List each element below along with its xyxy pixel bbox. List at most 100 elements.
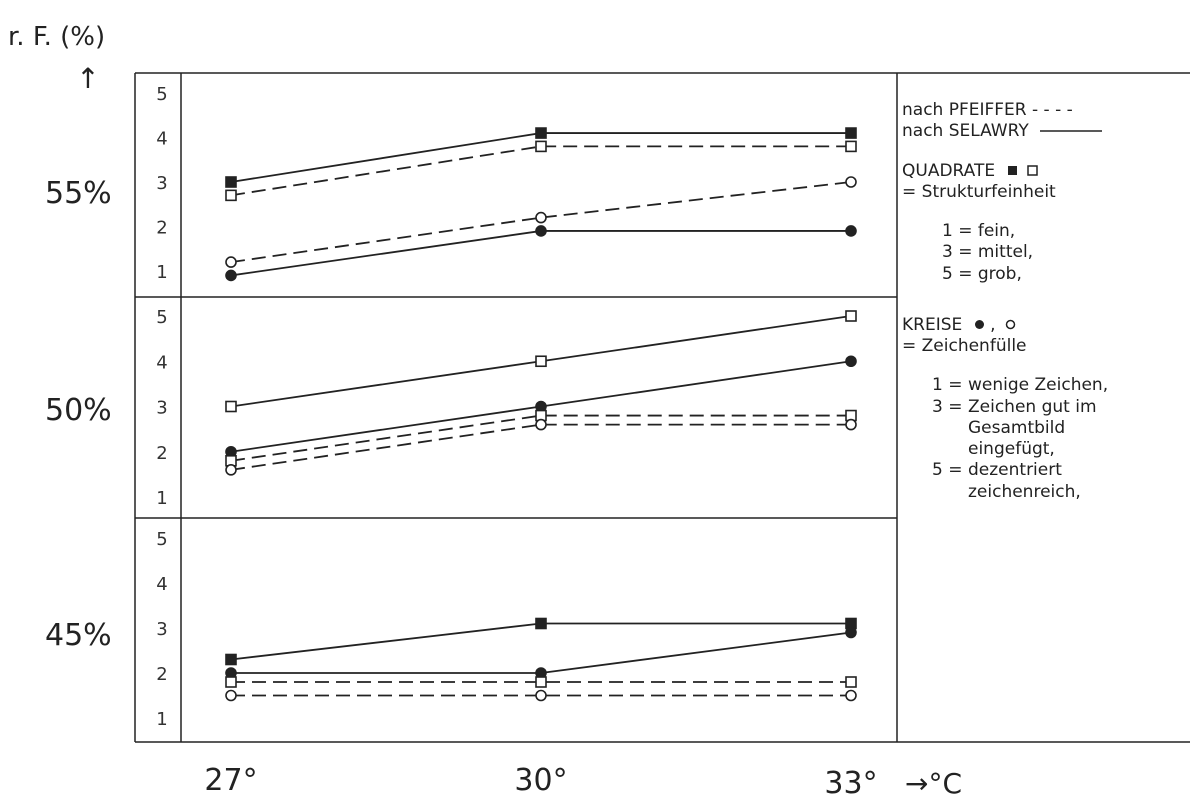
y-tick-labels: 1 2 3 4 5 1 2 3 4 5 1 2 3 4 5	[156, 84, 167, 730]
data-point-open-square	[845, 140, 857, 153]
y-tick-label: 3	[156, 619, 167, 640]
legend-kreise-desc: = Zeichenfülle	[902, 336, 1027, 356]
x-tick-27: 27°	[204, 763, 257, 798]
y-tick-label: 3	[156, 173, 167, 194]
y-tick-label: 1	[156, 488, 167, 509]
panel-label-45: 45%	[45, 618, 112, 653]
data-point-open-circle	[225, 689, 237, 702]
legend-quadrate-scale-3: 3 = mittel,	[942, 242, 1034, 263]
data-point-open-square	[225, 400, 237, 413]
legend-kreise-text: Gesamtbild	[968, 417, 1066, 438]
data-point-open-circle	[225, 256, 237, 268]
data-point-filled-square	[535, 127, 547, 139]
legend-kreise-scale: 1 = wenige Zeichen, 3 = Zeichen gut im Ges…	[902, 375, 1192, 503]
filled-square-icon	[1007, 166, 1017, 175]
data-point-open-circle	[535, 418, 547, 431]
y-tick-label: 2	[156, 218, 167, 239]
legend-kreise-text: dezentriert	[968, 460, 1062, 481]
data-point-open-square	[225, 189, 237, 202]
legend-kreise-row: eingefügt,	[932, 439, 1192, 460]
y-tick-label: 5	[156, 307, 167, 328]
legend-kreise-num: 3 =	[932, 396, 963, 417]
open-square-icon	[1027, 165, 1038, 176]
y-tick-label: 4	[156, 352, 167, 373]
data-point-filled-circle	[845, 225, 857, 237]
legend-quadrate-title: QUADRATE	[902, 160, 996, 181]
y-axis-title: r. F. (%)	[8, 22, 105, 52]
data-point-filled-square	[225, 653, 237, 666]
chart-frame	[134, 72, 1190, 743]
data-point-open-square	[535, 140, 547, 153]
legend-kreise-title: KREISE	[902, 314, 963, 335]
panel-label-55: 55%	[45, 176, 112, 211]
data-point-open-square	[535, 355, 547, 368]
data-point-filled-square	[535, 617, 547, 630]
data-point-open-circle	[845, 176, 857, 188]
x-tick-30: 30°	[514, 763, 567, 798]
legend-kreise-sep: ,	[990, 314, 996, 335]
legend-quadrate: QUADRATE	[902, 161, 1192, 182]
legend-kreise-text: eingefügt,	[968, 439, 1055, 459]
y-tick-label: 5	[156, 84, 167, 105]
legend-kreise-row: 5 = dezentriert	[932, 460, 1192, 481]
data-point-filled-circle	[845, 626, 857, 639]
legend-quadrate-scale-1: 1 = fein,	[942, 221, 1016, 241]
data-point-open-circle	[845, 418, 857, 431]
legend-kreise-row: 3 = Zeichen gut im	[932, 397, 1192, 418]
data-point-open-square	[845, 310, 857, 322]
data-point-open-circle	[535, 211, 547, 224]
legend-quadrate-scale: 1 = fein, 3 = mittel, 5 = grob,	[902, 221, 1192, 285]
data-point-open-circle	[535, 689, 547, 702]
legend-kreise-row: Gesamtbild	[932, 418, 1192, 439]
data-point-filled-circle	[845, 355, 857, 368]
legend-gap	[902, 357, 1192, 375]
y-tick-label: 4	[156, 574, 167, 595]
legend-kreise-text: Zeichen gut im	[968, 396, 1097, 417]
solid-line-swatch	[1040, 130, 1103, 132]
legend-kreise-row: zeichenreich,	[932, 482, 1192, 503]
legend-kreise: KREISE ,	[902, 315, 1192, 336]
series-line-solid	[230, 230, 851, 277]
legend-pfeiffer: nach PFEIFFER - - - -	[902, 100, 1192, 121]
data-point-filled-circle	[225, 269, 237, 282]
data-point-filled-square	[225, 176, 237, 188]
data-point-filled-circle	[535, 225, 547, 237]
y-tick-label: 1	[156, 709, 167, 730]
series-line-solid	[231, 631, 852, 674]
open-circle-icon	[1005, 320, 1016, 330]
legend-gap	[902, 143, 1192, 161]
y-axis-arrow: ↑	[76, 62, 99, 95]
y-tick-label: 5	[156, 529, 167, 550]
data-point-open-square	[535, 676, 547, 688]
legend-pfeiffer-label: nach PFEIFFER - - - -	[902, 100, 1073, 120]
legend-quadrate-scale-5: 5 = grob,	[942, 263, 1022, 284]
legend-gap	[902, 203, 1192, 221]
panel-label-50: 50%	[45, 393, 112, 428]
legend-gap	[902, 285, 1192, 315]
data-point-open-circle	[845, 689, 857, 702]
x-axis-unit: →°C	[905, 767, 962, 800]
data-point-open-square	[225, 676, 237, 688]
y-tick-label: 2	[156, 443, 167, 464]
filled-circle-icon	[974, 320, 984, 330]
panel-50-series	[225, 310, 857, 476]
legend: nach PFEIFFER - - - - nach SELAWRY QUADR…	[902, 100, 1192, 503]
legend-quadrate-desc: = Strukturfeinheit	[902, 181, 1056, 202]
data-point-open-circle	[225, 464, 237, 476]
y-tick-label: 4	[156, 129, 167, 150]
panel-55-series	[225, 127, 857, 282]
y-tick-label: 2	[156, 664, 167, 685]
panel-45-series	[225, 617, 857, 702]
y-tick-label: 3	[156, 398, 167, 419]
legend-kreise-num: 5 =	[932, 460, 963, 481]
legend-kreise-text: zeichenreich,	[968, 481, 1081, 502]
series-line-solid	[230, 132, 851, 183]
legend-selawry: nach SELAWRY	[902, 121, 1192, 142]
legend-kreise-text: wenige Zeichen,	[968, 375, 1109, 396]
legend-selawry-label: nach SELAWRY	[902, 121, 1029, 142]
data-point-filled-square	[845, 127, 857, 139]
legend-kreise-num: 1 =	[932, 375, 963, 396]
series-line-dashed	[230, 145, 851, 197]
data-point-open-square	[845, 676, 857, 688]
